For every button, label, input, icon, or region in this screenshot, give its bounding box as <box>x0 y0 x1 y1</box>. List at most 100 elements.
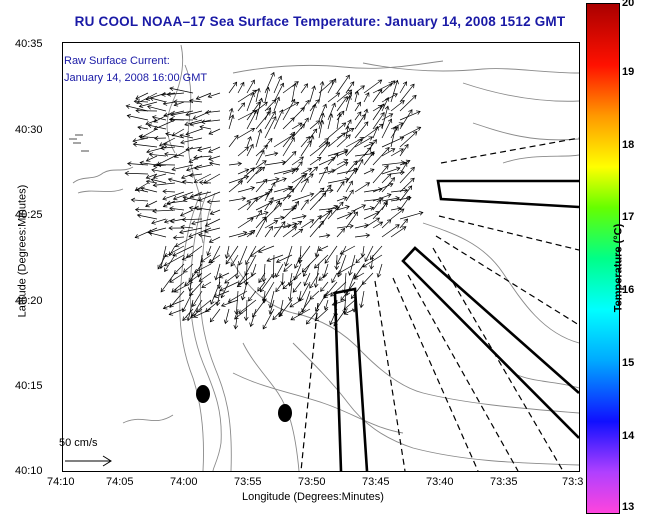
current-vector <box>134 100 149 103</box>
current-vector-head <box>377 105 383 110</box>
current-vector-head <box>168 311 174 316</box>
current-vector-head <box>377 88 383 94</box>
x-tick-label: 73:55 <box>234 476 262 488</box>
current-vector <box>282 151 297 166</box>
current-vector <box>318 80 334 94</box>
map-title: RU COOL NOAA–17 Sea Surface Temperature:… <box>74 14 566 29</box>
current-vector-head <box>262 160 267 165</box>
current-vector-head <box>138 134 143 139</box>
current-vector <box>345 160 358 175</box>
current-vector <box>163 299 185 309</box>
current-vector-head <box>148 231 153 236</box>
current-vector-head <box>207 93 213 99</box>
current-vector-head <box>351 209 356 215</box>
current-vector <box>157 254 167 270</box>
current-vector-head <box>337 272 342 278</box>
current-vector-head <box>319 187 325 193</box>
current-vector-head <box>305 136 311 141</box>
current-vector <box>336 196 347 202</box>
current-vector-head <box>184 121 189 127</box>
current-vector <box>300 83 308 94</box>
current-vector <box>363 168 375 175</box>
current-vector-head <box>403 162 408 167</box>
current-vector-head <box>279 82 285 88</box>
current-vector-head <box>136 187 141 193</box>
radar-dashed-lines <box>300 137 579 471</box>
current-vector <box>146 155 158 162</box>
current-vector <box>333 308 347 327</box>
current-vector-head <box>384 105 390 111</box>
current-vector <box>246 101 261 121</box>
current-vector-head <box>289 303 295 308</box>
current-vector <box>197 146 212 151</box>
current-vector <box>318 120 323 139</box>
current-vector <box>354 121 369 139</box>
current-vector <box>170 218 185 222</box>
current-vector <box>282 205 297 220</box>
current-vector <box>318 272 329 281</box>
current-vector <box>354 263 365 278</box>
current-vector <box>399 126 421 139</box>
current-vector <box>264 116 277 139</box>
current-vector <box>377 263 383 278</box>
current-vector-head <box>366 147 372 152</box>
current-vector <box>228 114 234 130</box>
current-vector <box>369 245 383 260</box>
current-vector <box>300 167 312 175</box>
current-vector-head <box>403 218 409 224</box>
current-vector <box>237 231 254 238</box>
colorbar-tick: 15 <box>622 357 635 369</box>
current-vector <box>208 155 221 160</box>
current-vector <box>262 308 275 330</box>
current-vector <box>309 215 322 229</box>
current-vector <box>219 272 230 278</box>
current-vector-head <box>404 143 409 149</box>
current-vector <box>289 299 302 308</box>
current-vector <box>226 245 230 259</box>
current-vector-head <box>260 166 266 172</box>
y-tick-label: 40:15 <box>15 380 43 392</box>
current-vector <box>171 281 185 293</box>
current-vector <box>173 236 185 239</box>
current-vector <box>136 189 149 193</box>
current-vector-head <box>412 131 418 136</box>
current-vector-head <box>208 130 214 135</box>
current-vector-head <box>382 202 388 207</box>
current-vector-head <box>341 132 346 137</box>
current-vector <box>171 164 194 171</box>
current-vector-head <box>185 131 190 136</box>
current-vector <box>340 281 356 301</box>
current-vector <box>165 133 185 139</box>
current-vector <box>189 173 203 176</box>
current-vector <box>127 115 149 121</box>
current-vector-head <box>339 250 345 255</box>
current-vector-head <box>225 259 230 265</box>
current-vector <box>203 173 221 184</box>
current-vector-head <box>361 113 366 119</box>
current-vector <box>230 254 239 267</box>
colorbar-tick: 17 <box>622 211 635 223</box>
current-vector-head <box>236 282 242 288</box>
current-vector-head <box>282 177 287 182</box>
current-vector <box>186 245 203 258</box>
current-vector-head <box>410 177 415 183</box>
current-vector <box>318 234 330 238</box>
current-vector <box>137 214 158 220</box>
current-vector-head <box>249 322 254 328</box>
current-vector-head <box>146 149 151 154</box>
current-vector <box>362 245 365 257</box>
current-vector-head <box>185 146 190 152</box>
current-vector-head <box>270 71 275 77</box>
current-vector <box>153 110 176 123</box>
current-vector-head <box>321 192 327 198</box>
current-vector-head <box>182 268 188 273</box>
current-vector <box>127 163 149 166</box>
current-vector <box>381 177 395 193</box>
current-vector-head <box>229 114 235 119</box>
current-vector <box>255 145 268 157</box>
current-vector <box>336 245 347 265</box>
current-vector-head <box>303 83 309 88</box>
current-vector <box>324 299 329 310</box>
current-vector <box>327 205 338 211</box>
current-vector <box>264 107 271 121</box>
